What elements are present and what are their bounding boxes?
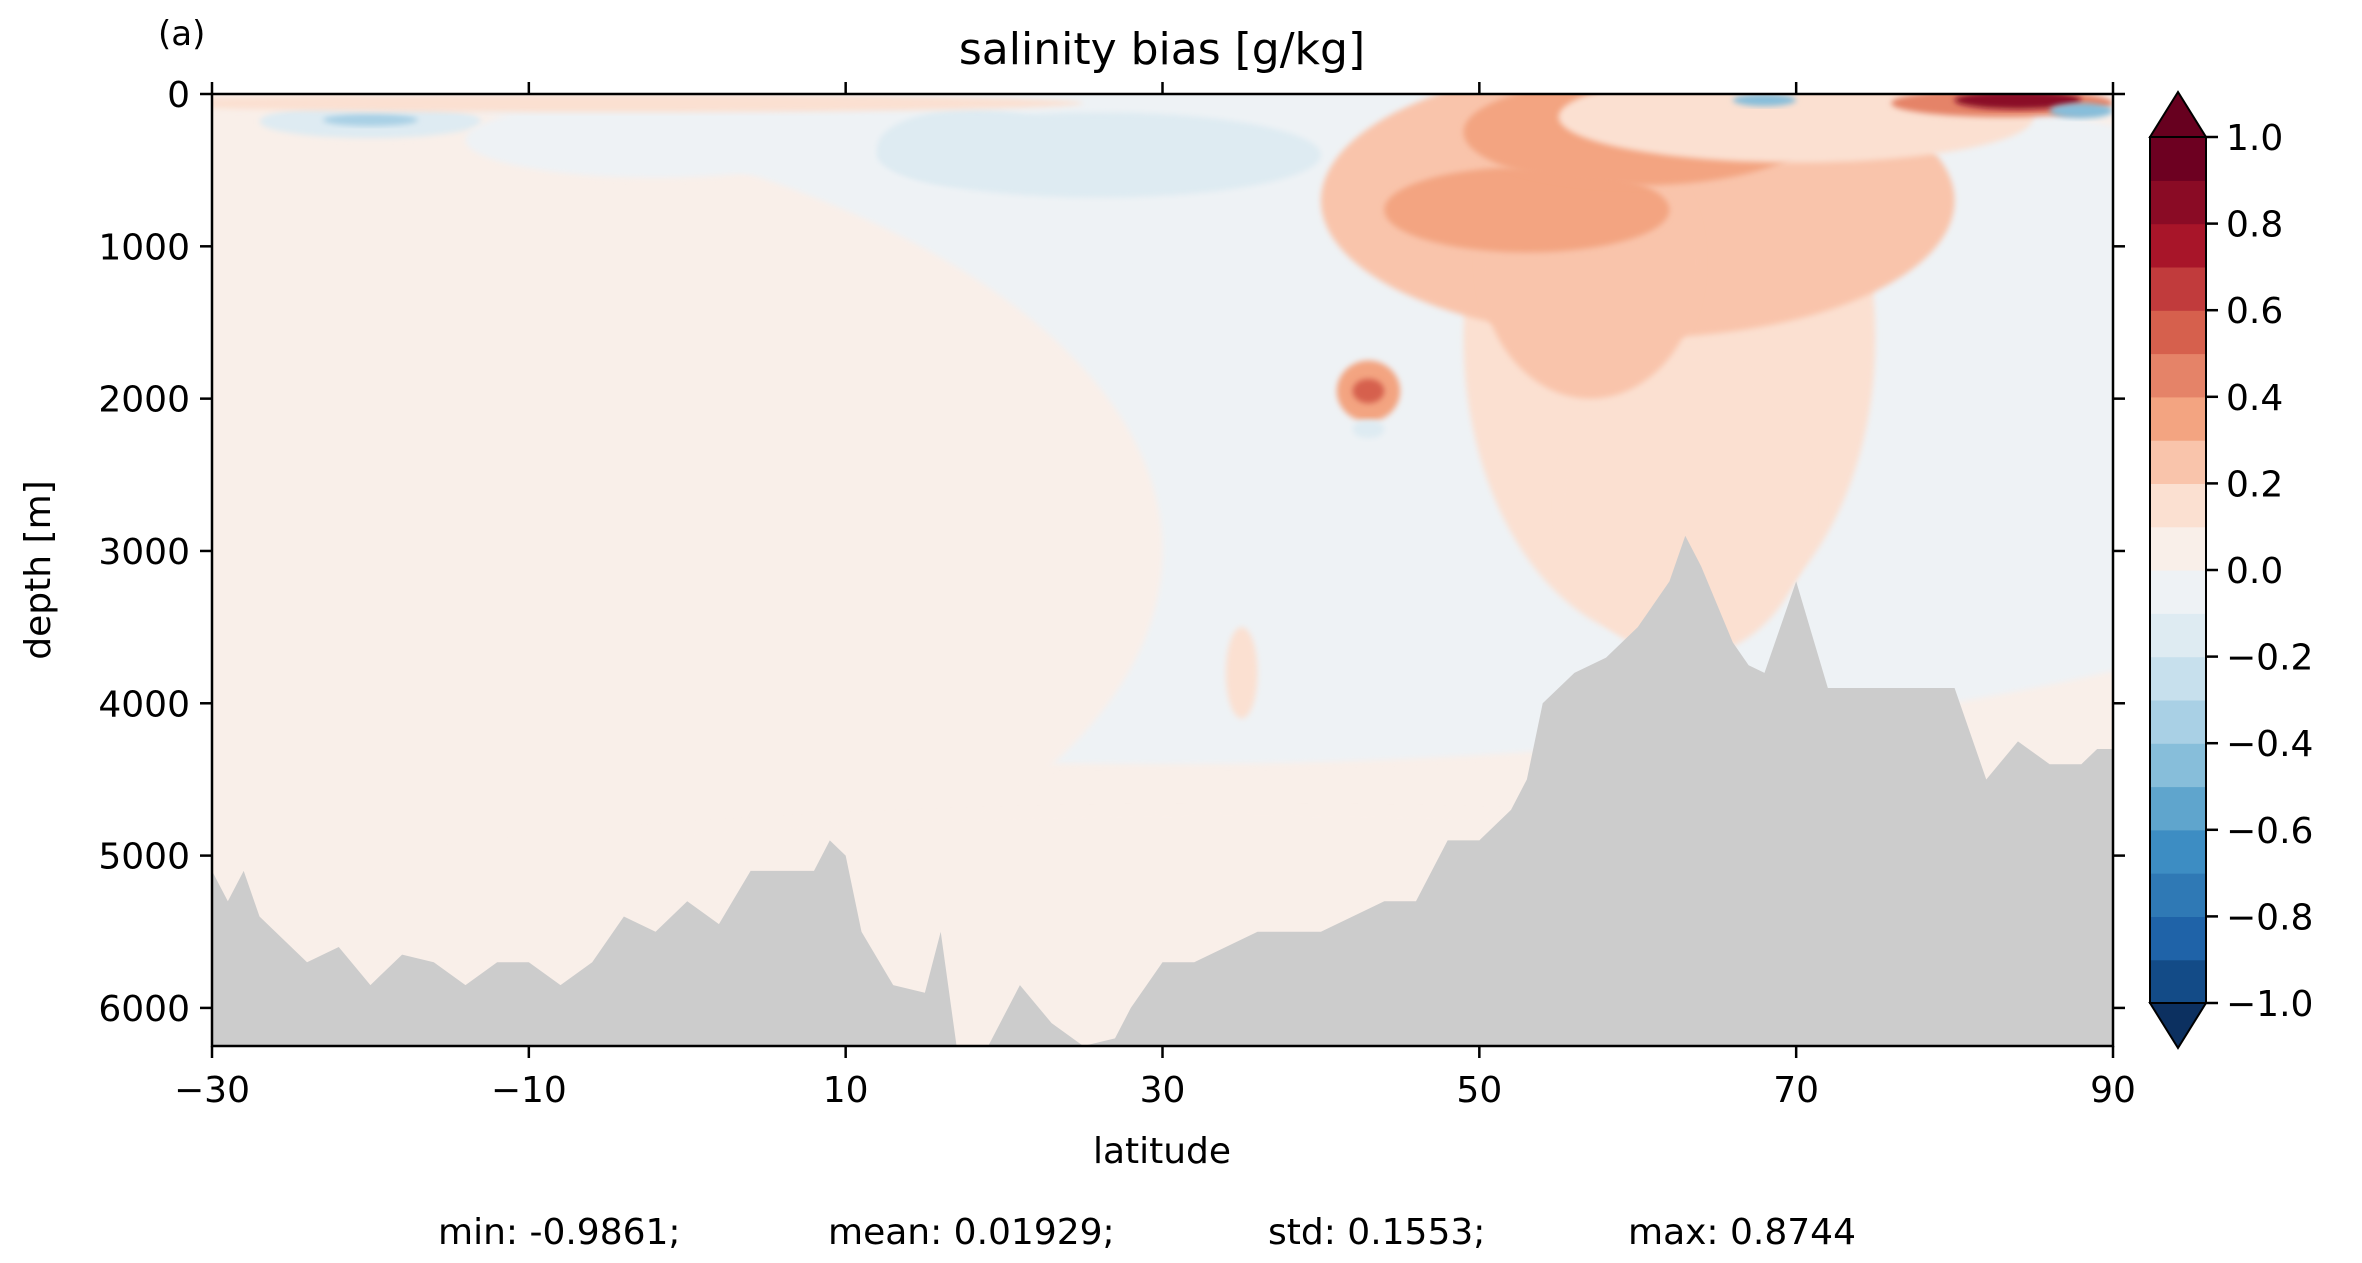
colorbar-segment [2150,396,2206,441]
colorbar-segment [2150,526,2206,571]
y-tick-label: 6000 [98,989,190,1030]
bias-patch-6 [1384,167,1670,253]
colorbar-tick-label: 0.4 [2226,378,2283,419]
seafloor-land-mask [212,535,2113,1046]
colorbar-segment [2150,786,2206,831]
bias-patch-20 [465,101,846,178]
bias-patch-23 [212,94,1084,113]
colorbar-segment [2150,266,2206,311]
colorbar-segment [2150,570,2206,614]
colorbar-extend-min [2148,1002,2208,1050]
colorbar-segment [2150,223,2206,268]
colorbar-extend-max [2148,90,2208,138]
colorbar-segment [2150,743,2206,788]
stats-line: min: -0.9861; mean: 0.01929; std: 0.1553… [438,1212,1856,1253]
x-tick-label: 70 [1773,1070,1819,1111]
colorbar-segment [2150,656,2206,701]
x-tick-label: −10 [491,1070,567,1111]
colorbar-tick-label: 0.0 [2226,551,2283,592]
bias-patch-3 [1558,352,1813,658]
bias-patch-1 [212,94,1163,1008]
y-tick-label: 3000 [98,532,190,573]
colorbar-segment [2150,137,2206,181]
colorbar-segment [2150,353,2206,398]
bias-patch-11 [2049,103,2113,119]
bias-patch-19 [322,113,418,126]
colorbar-tick-label: −0.8 [2226,897,2313,938]
colorbar-tick-label: −1.0 [2226,984,2313,1025]
bias-patch-10 [1954,94,2082,110]
colorbar-segment [2150,180,2206,225]
plot-area [212,94,2113,1046]
stat-min: min: -0.9861; [438,1212,681,1253]
y-axis-label: depth [m] [18,480,59,659]
colorbar-segment [2150,440,2206,484]
stat-mean: mean: 0.01929; [828,1212,1115,1253]
colorbar-tick-label: 1.0 [2226,118,2283,159]
colorbar-tick-label: 0.8 [2226,205,2283,246]
x-tick-label: 50 [1456,1070,1502,1111]
x-tick-label: −30 [174,1070,250,1111]
colorbar-segment [2150,916,2206,961]
colorbar: 1.0 0.8 0.6 0.4 0.2 0.0 −0.2 −0.4 −0.6 −0.8 −1.0 [2148,90,2313,1050]
colorbar-tick-label: −0.2 [2226,638,2313,679]
y-tick-label: 2000 [98,380,190,421]
y-tick-label: 1000 [98,227,190,268]
bias-patch-14 [1352,378,1385,404]
colorbar-segment [2150,699,2206,744]
x-tick-label: 10 [823,1070,869,1111]
bias-patch-17 [877,109,1068,186]
x-axis: −30 −10 10 30 50 70 90 [174,82,2136,1111]
y-tick-label: 4000 [98,684,190,725]
colorbar-tick-label: 0.2 [2226,464,2283,505]
colorbar-tick-label: −0.6 [2226,811,2313,852]
bias-patch-21 [1083,260,1179,309]
colorbar-segment [2150,310,2206,355]
y-axis: 0 1000 2000 3000 4000 5000 6000 [98,75,2125,1030]
bias-contour-fills [212,94,2113,1046]
colorbar-segment [2150,873,2206,917]
bias-patch-15 [1352,419,1385,439]
x-tick-label: 30 [1140,1070,1186,1111]
chart-title: salinity bias [g/kg] [959,24,1365,75]
panel-label: (a) [158,14,205,54]
bias-patch-22 [1225,627,1258,719]
colorbar-tick-label: 0.6 [2226,291,2283,332]
stat-max: max: 0.8744 [1628,1212,1856,1253]
colorbar-segment [2150,829,2206,874]
bias-patch-12 [1732,94,1797,107]
colorbar-tick-label: −0.4 [2226,724,2313,765]
x-tick-label: 90 [2090,1070,2136,1111]
colorbar-segment [2150,613,2206,658]
stat-std: std: 0.1553; [1268,1212,1485,1253]
y-tick-label: 0 [167,75,190,116]
colorbar-segment [2150,959,2206,1004]
y-tick-label: 5000 [98,837,190,878]
x-axis-label: latitude [1093,1131,1231,1172]
colorbar-segment [2150,483,2206,528]
